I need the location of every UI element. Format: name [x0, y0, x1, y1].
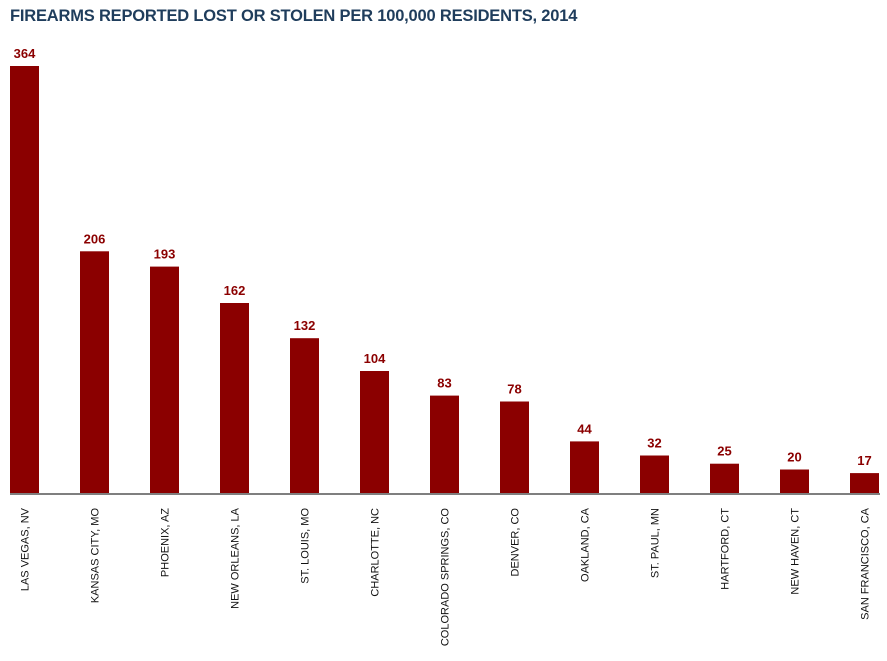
bar	[640, 455, 669, 493]
bar	[710, 463, 739, 493]
bar	[150, 266, 179, 493]
category-label: LAS VEGAS, NV	[20, 507, 32, 591]
value-labels-group: 364 206 193 162 132 104 83 78 44 32 25 20 17	[14, 46, 872, 468]
bar	[290, 338, 319, 493]
bar	[570, 441, 599, 493]
value-label: 78	[507, 382, 521, 397]
value-label: 44	[577, 421, 592, 436]
category-label: DENVER, CO	[510, 508, 522, 577]
bar	[220, 303, 249, 493]
category-label: NEW HAVEN, CT	[790, 508, 802, 595]
value-label: 206	[84, 231, 106, 246]
value-label: 83	[437, 376, 451, 391]
value-label: 364	[14, 46, 36, 61]
value-label: 104	[364, 351, 386, 366]
bar	[780, 469, 809, 493]
category-label: OAKLAND, CA	[580, 507, 592, 582]
value-label: 32	[647, 436, 661, 451]
value-label: 25	[717, 444, 731, 459]
category-label: NEW ORLEANS, LA	[230, 507, 242, 609]
bar	[10, 66, 39, 493]
category-label: COLORADO SPRINGS, CO	[440, 508, 452, 647]
category-label: SAN FRANCISCO, CA	[860, 507, 872, 620]
category-label: PHOENIX, AZ	[160, 508, 172, 577]
bar	[430, 395, 459, 493]
bar	[500, 401, 529, 493]
value-label: 162	[224, 283, 246, 298]
value-label: 193	[154, 247, 176, 262]
value-label: 17	[857, 453, 871, 468]
category-label: ST. PAUL, MN	[650, 508, 662, 578]
category-label: HARTFORD, CT	[720, 508, 732, 590]
bar	[360, 371, 389, 493]
category-label: ST. LOUIS, MO	[300, 508, 312, 584]
bar	[80, 251, 109, 493]
bars-group	[10, 66, 879, 493]
category-label: KANSAS CITY, MO	[90, 508, 102, 604]
value-label: 132	[294, 318, 316, 333]
category-label: CHARLOTTE, NC	[370, 508, 382, 597]
category-labels-group: LAS VEGAS, NV KANSAS CITY, MO PHOENIX, AZ N…	[20, 507, 872, 646]
value-label: 20	[787, 450, 801, 465]
bar	[850, 473, 879, 493]
chart-title: FIREARMS REPORTED LOST OR STOLEN PER 100…	[10, 7, 578, 25]
